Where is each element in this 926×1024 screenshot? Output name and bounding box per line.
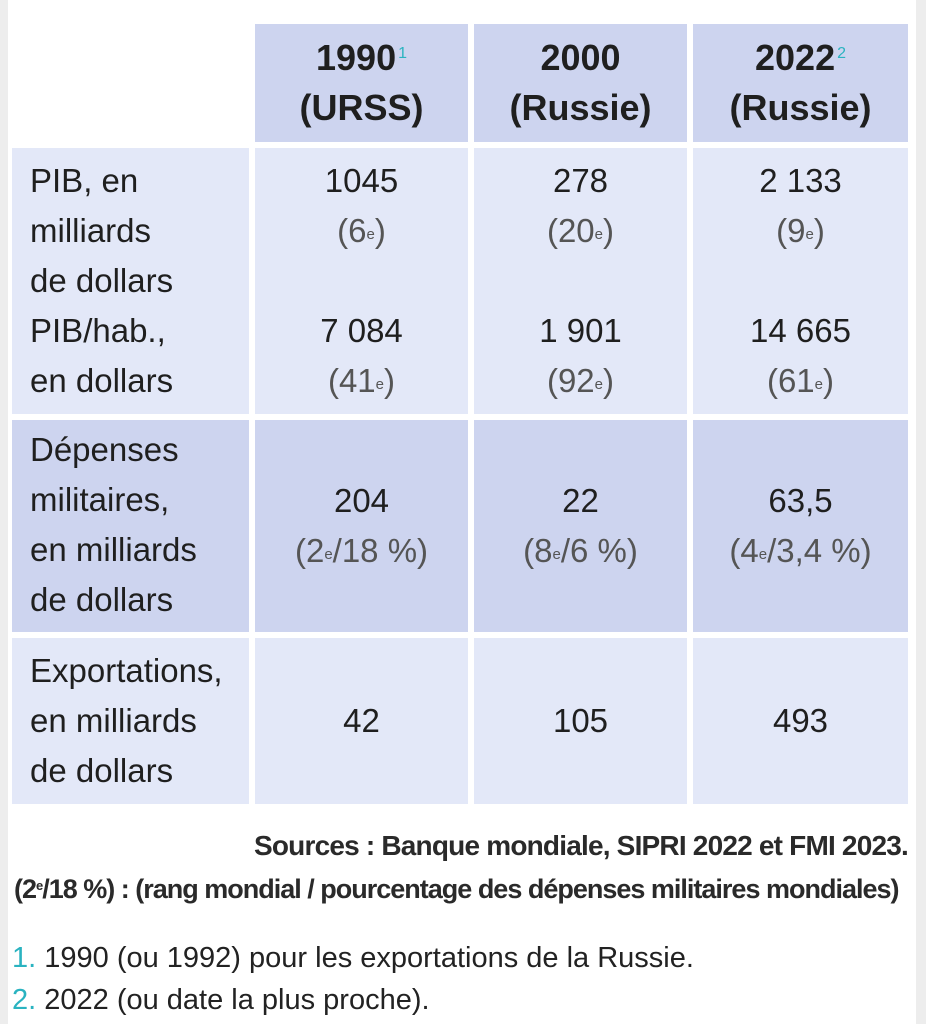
pib-hab-value: 14 665 — [750, 312, 851, 349]
row-label-depenses: Dépenses militaires, en milliards de dol… — [12, 420, 249, 632]
depenses-rank: (4e/3,4 %) — [729, 532, 872, 569]
pib-hab-value: 1 901 — [539, 312, 622, 349]
exportations-2000: 105 — [474, 638, 687, 804]
exportations-value: 42 — [343, 702, 380, 739]
exportations-value: 493 — [772, 702, 829, 739]
pib-hab-rank: (92e) — [546, 362, 615, 399]
label-line: Dépenses — [30, 431, 179, 468]
footnote-2: 2. 2022 (ou date la plus proche). — [12, 984, 430, 1017]
label-line: en milliards — [30, 531, 197, 568]
label-line: PIB, en — [30, 162, 139, 199]
legend-note: (2e/18 %) : (rang mondial / pourcentage … — [14, 874, 900, 904]
label-line: en dollars — [30, 362, 174, 399]
pib-rank: (6e) — [337, 212, 386, 249]
pib-hab-rank: (61e) — [766, 362, 835, 399]
label-line: en milliards — [30, 702, 197, 739]
page-edge-right — [916, 0, 926, 1024]
depenses-rank: (8e/6 %) — [523, 532, 638, 569]
footnote-number: 2. — [12, 984, 37, 1016]
depenses-rank: (2e/18 %) — [294, 532, 429, 569]
header-1990: 1990 1 (URSS) — [255, 24, 468, 142]
pib-hab-rank: (41e) — [327, 362, 396, 399]
pib-rank: (9e) — [776, 212, 825, 249]
row-label-exportations: Exportations, en milliards de dollars — [12, 638, 249, 804]
header-2022: 2022 2 (Russie) — [693, 24, 908, 142]
label-line: PIB/hab., — [30, 312, 166, 349]
pib-1990: 1045 (6e) 7 084 (41e) — [255, 148, 468, 414]
header-year: 2022 — [755, 37, 836, 78]
header-country: (URSS) — [299, 87, 424, 128]
header-year: 2000 — [540, 37, 621, 78]
label-line: de dollars — [30, 752, 174, 789]
depenses-value: 22 — [562, 482, 599, 519]
pib-2000: 278 (20e) 1 901 (92e) — [474, 148, 687, 414]
pib-value: 2 133 — [759, 162, 842, 199]
depenses-value: 63,5 — [768, 482, 833, 519]
footnote-text: 1990 (ou 1992) pour les exportations de … — [44, 942, 694, 974]
page-edge-left — [0, 0, 8, 1024]
label-line: Exportations, — [30, 652, 223, 689]
header-country: (Russie) — [509, 87, 652, 128]
pib-hab-value: 7 084 — [320, 312, 403, 349]
label-line: militaires, — [30, 481, 170, 518]
pib-value: 1045 — [324, 162, 399, 199]
header-2000: 2000 (Russie) — [474, 24, 687, 142]
label-line: milliards — [30, 212, 152, 249]
footnote-ref: 2 — [837, 45, 846, 62]
row-label-pib: PIB, en milliards de dollars PIB/hab., e… — [12, 148, 249, 414]
footnote-1: 1. 1990 (ou 1992) pour les exportations … — [12, 942, 694, 975]
pib-2022: 2 133 (9e) 14 665 (61e) — [693, 148, 908, 414]
exportations-value: 105 — [552, 702, 609, 739]
footnote-ref: 1 — [398, 45, 407, 62]
label-line: de dollars — [30, 262, 174, 299]
depenses-value: 204 — [333, 482, 390, 519]
header-year: 1990 — [316, 37, 397, 78]
label-line: de dollars — [30, 581, 174, 618]
depenses-2000: 22 (8e/6 %) — [474, 420, 687, 632]
sources-note: Sources : Banque mondiale, SIPRI 2022 et… — [253, 830, 909, 861]
header-country: (Russie) — [729, 87, 872, 128]
exportations-1990: 42 — [255, 638, 468, 804]
depenses-2022: 63,5 (4e/3,4 %) — [693, 420, 908, 632]
pib-rank: (20e) — [546, 212, 615, 249]
depenses-1990: 204 (2e/18 %) — [255, 420, 468, 632]
footnote-text: 2022 (ou date la plus proche). — [44, 984, 430, 1016]
exportations-2022: 493 — [693, 638, 908, 804]
footnote-number: 1. — [12, 942, 37, 974]
pib-value: 278 — [552, 162, 609, 199]
